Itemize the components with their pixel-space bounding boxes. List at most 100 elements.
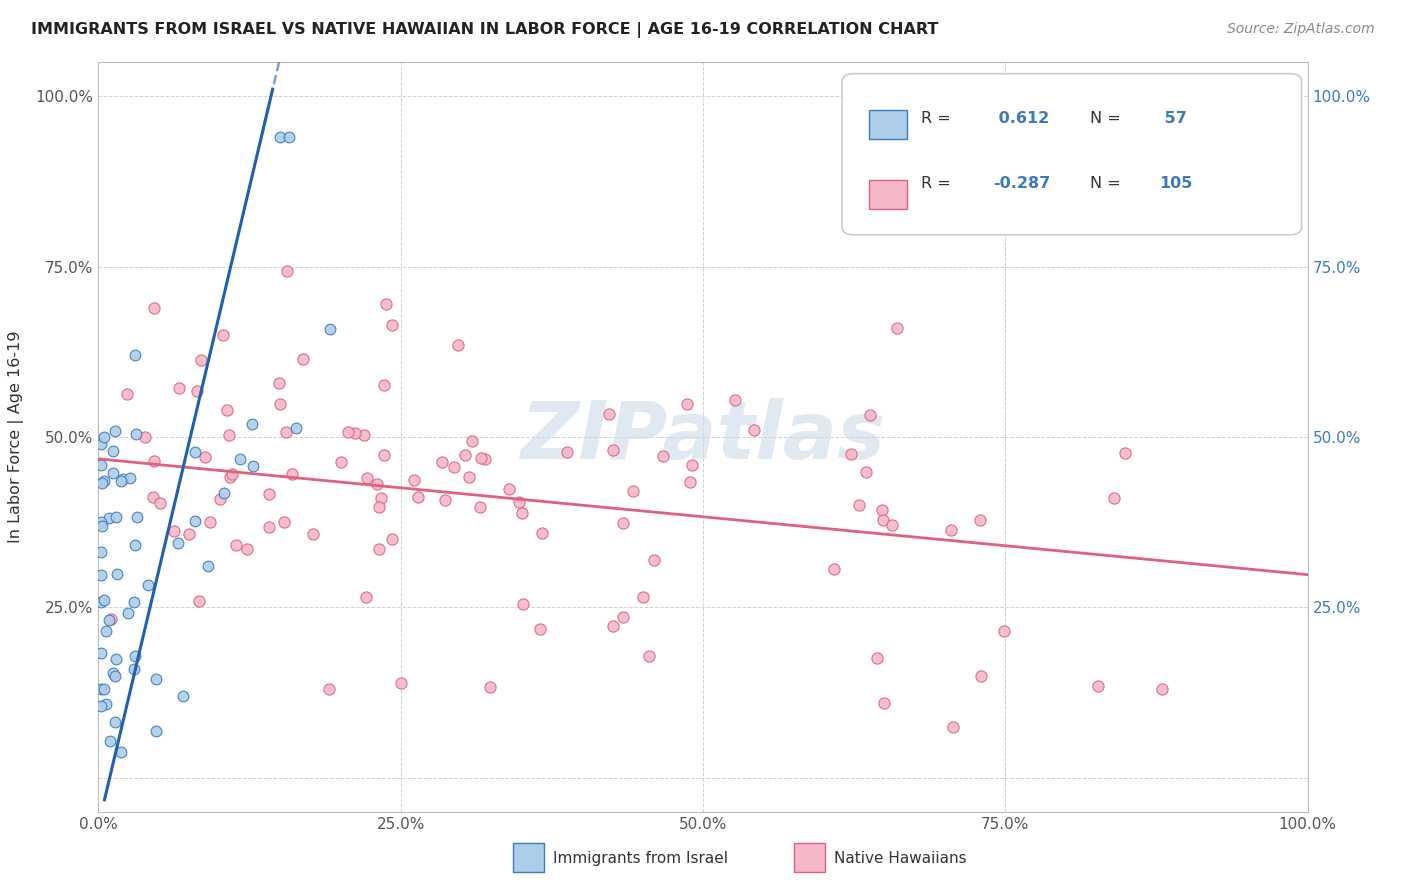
Text: N =: N = — [1090, 177, 1126, 191]
Point — [94, 697, 117, 711]
Point — [219, 469, 242, 483]
Point — [443, 459, 465, 474]
Point — [93, 475, 115, 489]
Point — [354, 591, 377, 605]
Point — [373, 378, 395, 392]
Point — [329, 455, 352, 469]
Point — [273, 515, 295, 529]
FancyBboxPatch shape — [869, 179, 907, 209]
Point — [454, 448, 477, 462]
Point — [225, 537, 247, 551]
Point — [228, 451, 250, 466]
Point — [94, 624, 117, 639]
Point — [479, 680, 502, 694]
Point — [375, 297, 398, 311]
Point — [242, 417, 264, 431]
Point — [184, 444, 207, 458]
Point — [970, 669, 993, 683]
Text: -0.287: -0.287 — [993, 177, 1050, 191]
Text: Immigrants from Israel: Immigrants from Israel — [553, 851, 727, 865]
Point — [380, 318, 402, 333]
Point — [221, 467, 243, 481]
Point — [177, 527, 200, 541]
Point — [402, 473, 425, 487]
Point — [90, 594, 112, 608]
Point — [742, 424, 765, 438]
Point — [461, 434, 484, 448]
Point — [188, 594, 211, 608]
Point — [197, 559, 219, 574]
Point — [100, 612, 122, 626]
Point — [110, 474, 132, 488]
FancyBboxPatch shape — [842, 74, 1302, 235]
Point — [194, 450, 217, 464]
Point — [1087, 679, 1109, 693]
Point — [93, 593, 115, 607]
Point — [236, 542, 259, 557]
Point — [1114, 446, 1136, 460]
Point — [285, 421, 308, 435]
Point — [281, 467, 304, 482]
Text: 57: 57 — [1159, 112, 1187, 126]
Point — [529, 622, 551, 636]
Point — [969, 513, 991, 527]
Point — [457, 470, 479, 484]
Point — [257, 487, 280, 501]
Text: R =: R = — [921, 177, 956, 191]
Point — [433, 493, 456, 508]
Point — [886, 321, 908, 335]
Text: 0.612: 0.612 — [993, 112, 1049, 126]
Text: Source: ZipAtlas.com: Source: ZipAtlas.com — [1227, 22, 1375, 37]
Point — [353, 428, 375, 442]
Point — [136, 578, 159, 592]
Point — [217, 403, 239, 417]
Point — [366, 476, 388, 491]
Point — [269, 130, 291, 145]
Point — [368, 500, 391, 514]
Point — [125, 510, 148, 524]
Point — [104, 425, 127, 439]
Point — [143, 301, 166, 315]
Point — [134, 430, 156, 444]
Point — [643, 553, 665, 567]
Point — [90, 646, 112, 660]
Point — [855, 465, 877, 479]
Point — [98, 614, 121, 628]
Point — [91, 475, 114, 490]
Point — [105, 566, 128, 581]
Point — [142, 490, 165, 504]
Point — [512, 597, 534, 611]
Point — [104, 714, 127, 729]
Point — [508, 495, 530, 509]
Point — [125, 427, 148, 442]
Point — [510, 506, 533, 520]
Point — [105, 652, 128, 666]
Point — [602, 443, 624, 458]
Point — [190, 352, 212, 367]
Point — [122, 595, 145, 609]
Point — [142, 453, 165, 467]
Point — [278, 130, 301, 145]
Point — [470, 451, 492, 466]
Point — [124, 662, 146, 676]
Text: 105: 105 — [1159, 177, 1192, 191]
Point — [163, 524, 186, 538]
Point — [941, 523, 963, 537]
Point — [367, 542, 389, 557]
Point — [873, 696, 896, 710]
Point — [865, 650, 887, 665]
Point — [276, 264, 298, 278]
Point — [651, 449, 673, 463]
Point — [184, 514, 207, 528]
Point — [149, 496, 172, 510]
Point — [621, 484, 644, 499]
Point — [344, 425, 367, 440]
Point — [124, 648, 146, 663]
Point — [612, 609, 634, 624]
Point — [724, 393, 747, 408]
Point — [120, 471, 142, 485]
Point — [602, 619, 624, 633]
Point — [145, 723, 167, 738]
Point — [145, 672, 167, 686]
Point — [90, 518, 112, 533]
